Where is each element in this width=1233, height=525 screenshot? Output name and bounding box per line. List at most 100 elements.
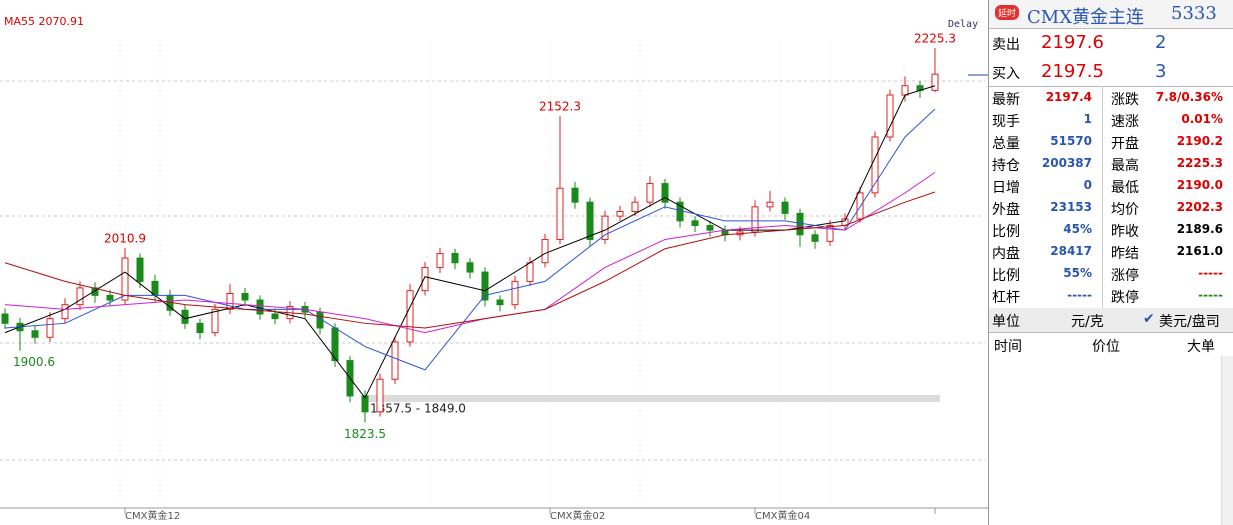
divider [989, 86, 1233, 87]
candle-body [796, 212, 804, 236]
range-band [365, 395, 940, 402]
stat-value: 45% [1063, 222, 1092, 236]
title: CMX黄金主连 [1027, 7, 1145, 28]
bid-ask-price: 2197.5 [1041, 61, 1104, 82]
candle-body [46, 318, 54, 338]
unit-option[interactable]: 美元/盘司 [1159, 314, 1220, 330]
candle-body [631, 201, 639, 213]
candle-body [211, 308, 219, 334]
range-label: 1857.5 - 1849.0 [370, 402, 466, 416]
stat-value: ----- [1198, 266, 1223, 280]
stat-label: 日增 [992, 180, 1020, 196]
x-tick-label: CMX黄金04 [755, 509, 810, 522]
candle-body [421, 266, 429, 292]
stat-label: 涨停 [1111, 268, 1139, 284]
candle-body [361, 395, 369, 413]
candle-body [271, 313, 279, 320]
ma-label: MA55 2070.91 [4, 15, 84, 28]
unit-bg [989, 308, 1233, 332]
stat-label: 昨结 [1111, 246, 1139, 262]
candle-body [1, 313, 9, 324]
candle-body [526, 262, 534, 282]
candle-body [766, 201, 774, 208]
quote-panel: 延时 CMX黄金主连 5333 卖出 2197.6 2 买入 2197.5 3 最新 2197.4 涨… [988, 0, 1233, 525]
stat-label: 均价 [1111, 202, 1139, 218]
candle-body [871, 136, 879, 194]
ma-line [4, 191, 936, 329]
bid-ask-volume: 2 [1155, 32, 1167, 53]
candle-body [436, 252, 444, 268]
low-label: 1900.6 [13, 355, 55, 369]
candle-body [691, 220, 699, 226]
badge: 延时 [995, 5, 1020, 20]
stat-value: 28417 [1050, 244, 1092, 258]
candle-body [31, 330, 39, 338]
candle-body [376, 378, 384, 413]
candle-body [661, 183, 669, 203]
candle-body [106, 294, 114, 301]
candle-body [811, 234, 819, 242]
candle-body [541, 238, 549, 264]
high-label: 2225.3 [914, 32, 956, 46]
check: ✔ [1143, 311, 1155, 327]
code: 5333 [1171, 3, 1217, 24]
stat-label: 杠杆 [992, 290, 1020, 306]
ma-line [4, 108, 936, 371]
candle-body [586, 201, 594, 240]
candle-body [901, 85, 909, 96]
column-header: 大单 [1187, 339, 1215, 355]
stat-label: 速涨 [1111, 114, 1139, 130]
column-header: 时间 [994, 339, 1022, 355]
stat-label: 开盘 [1111, 136, 1139, 152]
stat-label: 总量 [992, 136, 1020, 152]
candle-body [256, 299, 264, 315]
x-tick-label: CMX黄金12 [125, 509, 180, 522]
stat-label: 外盘 [992, 202, 1020, 218]
stat-value: ----- [1067, 288, 1092, 302]
high-label: 2010.9 [104, 231, 146, 245]
stat-label: 内盘 [992, 246, 1020, 262]
stat-value: 51570 [1050, 134, 1092, 148]
candle-body [826, 224, 834, 242]
candle-body [121, 257, 129, 301]
candle-body [856, 192, 864, 220]
candle-body [406, 290, 414, 343]
stat-value: 2190.2 [1176, 134, 1223, 148]
stat-label: 最高 [1111, 158, 1139, 174]
stat-label: 持仓 [992, 158, 1020, 174]
candle-body [466, 262, 474, 273]
bid-ask-volume: 3 [1155, 61, 1167, 82]
candle-body [511, 280, 519, 306]
candle-body [781, 201, 789, 214]
stat-value: 2161.0 [1176, 244, 1223, 258]
candle-body [601, 215, 609, 240]
unit-label: 单位 [992, 314, 1020, 330]
stat-label: 涨跌 [1111, 92, 1139, 108]
candle-body [61, 304, 69, 320]
scrollbar [1221, 356, 1233, 525]
stat-value: 2225.3 [1176, 156, 1223, 170]
candle-body [571, 187, 579, 203]
stat-label: 最低 [1111, 180, 1139, 196]
divider [1102, 86, 1103, 308]
candle-body [241, 292, 249, 301]
stat-value: 2190.0 [1176, 178, 1223, 192]
stat-label: 跌停 [1111, 290, 1139, 306]
candle-body [646, 183, 654, 203]
stat-value: 2202.3 [1176, 200, 1223, 214]
stat-value: ----- [1198, 288, 1223, 302]
bid-ask-price: 2197.6 [1041, 32, 1104, 53]
stat-label: 最新 [992, 92, 1020, 108]
candle-body [196, 322, 204, 334]
candle-body [76, 287, 84, 306]
candle-body [136, 257, 144, 282]
stat-value: 55% [1063, 266, 1092, 280]
column-header: 价位 [1092, 339, 1120, 355]
candle-body [616, 211, 624, 217]
stat-label: 昨收 [1111, 224, 1139, 240]
ma-line [4, 171, 936, 334]
candle-body [496, 299, 504, 306]
stat-label: 现手 [992, 114, 1020, 130]
chart: MA55 2070.91 Delay 1857.5 - 1849.0 2225.3… [0, 15, 988, 522]
